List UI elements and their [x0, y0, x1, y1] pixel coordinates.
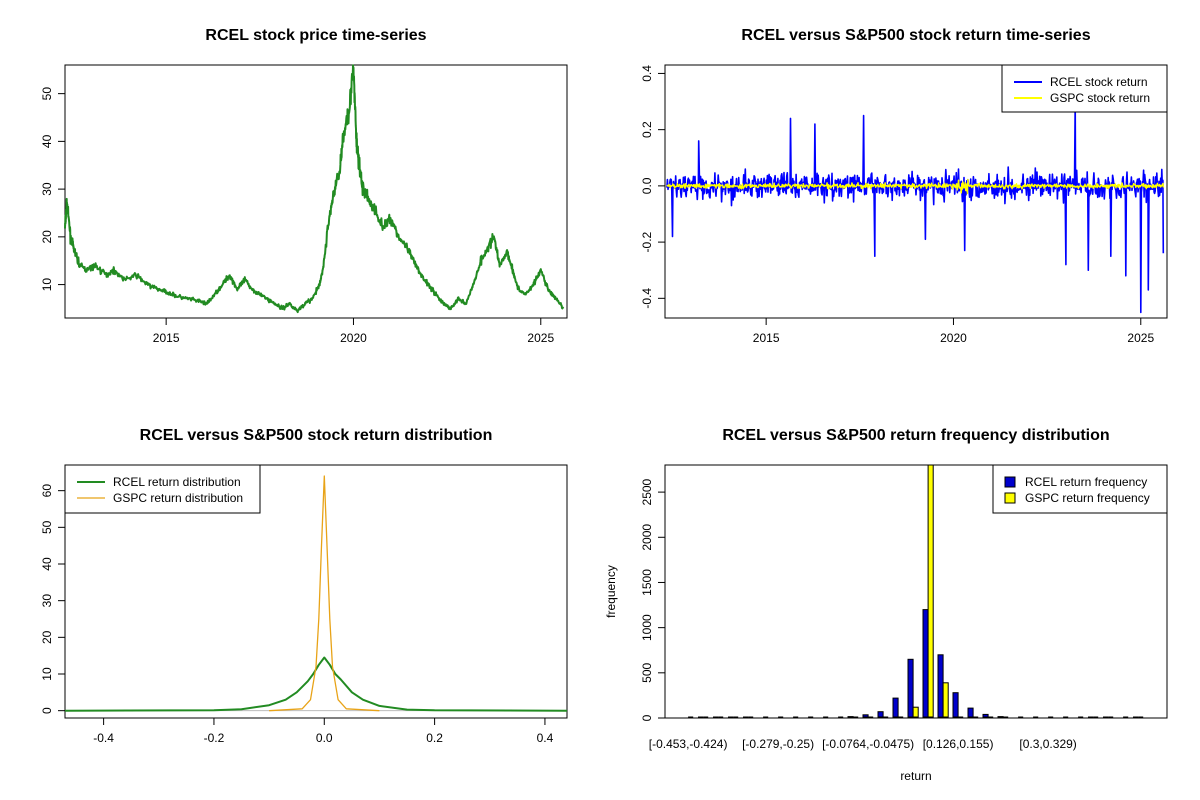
chart2-ytick-label-2: 0.0 [640, 177, 654, 194]
chart4-ytick-label-2: 1000 [640, 614, 654, 641]
chart4-bar-gspc-17 [942, 682, 949, 718]
chart4-legend-swatch-0 [1004, 476, 1016, 488]
chart1-price-line [64, 64, 565, 314]
chart3-xtick-label-4: 0.4 [537, 731, 554, 745]
chart4-category-label-2: [-0.0764,-0.0475) [822, 737, 914, 751]
chart1-xtick-label-1: 2020 [340, 331, 367, 345]
chart2-ytick-label-4: 0.4 [640, 65, 654, 82]
chart4-legend-label-1: GSPC return frequency [1025, 491, 1150, 505]
chart2-title: RCEL versus S&P500 stock return time-ser… [741, 27, 1090, 44]
chart4-category-label-4: [0.3,0.329) [1019, 737, 1076, 751]
chart4-title: RCEL versus S&P500 return frequency dist… [722, 427, 1109, 444]
chart4-ytick-label-4: 2000 [640, 524, 654, 551]
chart1-xtick-label-0: 2015 [153, 331, 180, 345]
chart2-rcel-return-line [666, 100, 1165, 314]
chart3-xtick-label-3: 0.2 [426, 731, 443, 745]
chart2-ytick-label-1: -0.2 [640, 231, 654, 252]
chart1-ytick-label-2: 30 [40, 182, 54, 196]
chart4-bar-rcel-16 [922, 609, 929, 718]
chart4-bar-rcel-18 [952, 692, 959, 718]
chart3-ytick-label-1: 10 [40, 667, 54, 681]
chart4-ylabel: frequency [604, 565, 618, 618]
chart3-ytick-label-4: 40 [40, 557, 54, 571]
chart1-xtick-label-2: 2025 [527, 331, 554, 345]
chart3-xtick-label-2: 0.0 [316, 731, 333, 745]
chart2-legend-box [1001, 64, 1168, 113]
chart1-plot-frame [64, 64, 568, 319]
chart4-bar-rcel-12 [862, 714, 869, 718]
chart3-xtick-label-0: -0.4 [93, 731, 114, 745]
chart3-title: RCEL versus S&P500 stock return distribu… [140, 427, 493, 444]
chart2-xtick-label-2: 2025 [1127, 331, 1154, 345]
chart4-bar-rcel-14 [892, 697, 899, 718]
chart4-ytick-label-1: 500 [640, 662, 654, 682]
chart4-plot-frame [664, 464, 1168, 719]
chart4-xlabel: return [900, 769, 931, 783]
chart2-plot-frame [664, 64, 1168, 319]
chart3-ytick-label-0: 0 [40, 707, 54, 714]
chart4-category-label-3: [0.126,0.155) [923, 737, 994, 751]
chart4-legend-label-0: RCEL return frequency [1025, 475, 1147, 489]
chart3-plot-frame [64, 464, 568, 719]
chart3-rcel-density-line [64, 656, 568, 712]
chart1-ytick-label-0: 10 [40, 278, 54, 292]
chart1-ytick-label-1: 20 [40, 230, 54, 244]
chart2-legend-label-0: RCEL stock return [1050, 75, 1148, 89]
chart2-xtick-label-1: 2020 [940, 331, 967, 345]
chart2-ytick-label-3: 0.2 [640, 121, 654, 138]
chart2-xtick-label-0: 2015 [753, 331, 780, 345]
chart3-ytick-label-2: 20 [40, 630, 54, 644]
chart2-ytick-label-0: -0.4 [640, 288, 654, 309]
chart3-xtick-label-1: -0.2 [204, 731, 225, 745]
chart2-gspc-return-line [666, 178, 1165, 195]
chart4-bar-gspc-16 [927, 464, 934, 718]
chart4-bar-rcel-19 [967, 707, 974, 718]
chart4-bar-rcel-13 [877, 711, 884, 718]
chart4-bar-rcel-15 [907, 658, 914, 718]
chart3-gspc-density-line [269, 475, 380, 712]
chart2-legend-label-1: GSPC stock return [1050, 91, 1150, 105]
chart4-ytick-label-0: 0 [640, 714, 654, 721]
chart3-legend-label-1: GSPC return distribution [113, 491, 243, 505]
chart4-legend-box [992, 464, 1168, 514]
chart3-ytick-label-5: 50 [40, 520, 54, 534]
chart1-title: RCEL stock price time-series [205, 27, 426, 44]
chart4-bar-gspc-15 [912, 706, 919, 718]
chart4-bar-rcel-17 [937, 654, 944, 718]
chart3-ytick-label-6: 60 [40, 484, 54, 498]
chart4-ytick-label-5: 2500 [640, 478, 654, 505]
chart4-bar-rcel-20 [982, 713, 989, 718]
chart4-legend-swatch-1 [1004, 492, 1016, 504]
chart3-legend-label-0: RCEL return distribution [113, 475, 241, 489]
chart4-category-label-1: [-0.279,-0.25) [742, 737, 814, 751]
chart1-ytick-label-4: 50 [40, 87, 54, 101]
chart3-legend-box [64, 464, 261, 514]
chart4-ytick-label-3: 1500 [640, 569, 654, 596]
chart3-ytick-label-3: 30 [40, 594, 54, 608]
chart4-category-label-0: [-0.453,-0.424) [649, 737, 728, 751]
chart1-ytick-label-3: 40 [40, 134, 54, 148]
